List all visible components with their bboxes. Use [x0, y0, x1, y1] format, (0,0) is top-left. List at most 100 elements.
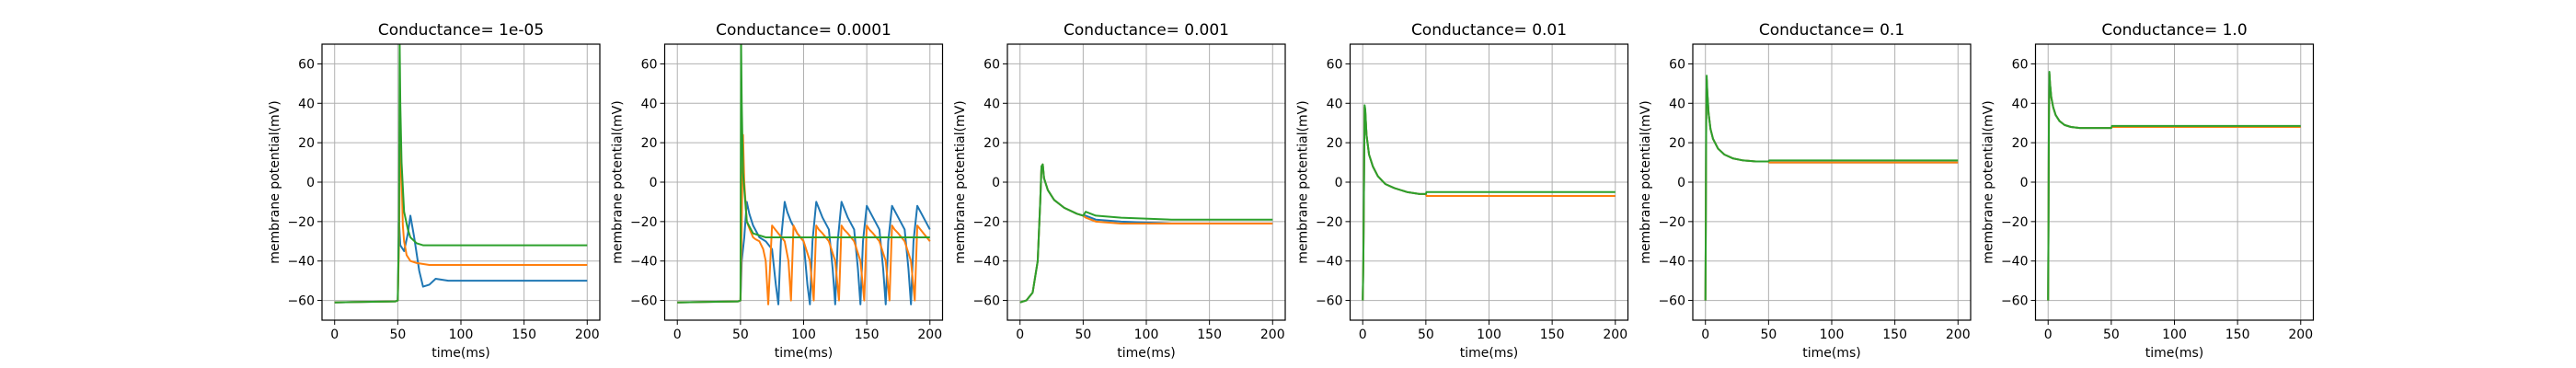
y-axis-label: membrane potential(mV) [1296, 100, 1311, 263]
x-axis-label: time(ms) [431, 346, 490, 361]
y-tick-label: 60 [298, 57, 315, 72]
subplot-6: 0 50 100 150 200 −60 −40 −20 0 20 40 60 Conductance=… [1982, 21, 2315, 361]
subplot-title: Conductance= 1e-05 [378, 21, 544, 40]
y-tick-label: 40 [1669, 97, 1685, 111]
x-tick-label: 50 [732, 328, 749, 342]
x-tick-label: 200 [1946, 328, 1971, 342]
x-tick-label: 0 [330, 328, 339, 342]
x-axis-label: time(ms) [1460, 346, 1519, 361]
y-tick-label: 20 [1327, 136, 1343, 151]
subplot-title: Conductance= 1.0 [2101, 21, 2247, 40]
subplot-5: 0 50 100 150 200 −60 −40 −20 0 20 40 60 Conductance=… [1639, 21, 1972, 361]
subplot-title: Conductance= 0.1 [1759, 21, 1904, 40]
y-tick-label: −40 [1658, 255, 1685, 270]
series-line-2 [677, 133, 931, 305]
x-axis-label: time(ms) [775, 346, 834, 361]
y-tick-label: −40 [972, 255, 1000, 270]
x-tick-label: 50 [1075, 328, 1091, 342]
y-tick-label: −20 [972, 215, 1000, 230]
x-tick-label: 50 [2103, 328, 2120, 342]
y-tick-label: 40 [641, 97, 658, 111]
series-line-3 [2047, 71, 2301, 301]
y-axis-label: membrane potential(mV) [1982, 100, 1996, 263]
x-tick-label: 0 [1701, 328, 1709, 342]
y-tick-label: 60 [2012, 57, 2029, 72]
x-tick-label: 100 [1820, 328, 1845, 342]
y-tick-label: 60 [983, 57, 1000, 72]
y-tick-label: −60 [1658, 294, 1685, 309]
y-tick-label: 0 [1677, 176, 1685, 190]
y-tick-label: 40 [1327, 97, 1343, 111]
y-tick-label: 40 [2012, 97, 2029, 111]
series-line-3 [1704, 75, 1959, 301]
y-tick-label: 60 [641, 57, 658, 72]
series-line-3 [677, 44, 930, 304]
subplot-2: 0 50 100 150 200 −60 −40 −20 0 20 40 60 Conductance=… [611, 21, 944, 361]
y-tick-label: −20 [1658, 215, 1685, 230]
x-tick-label: 100 [1134, 328, 1159, 342]
y-tick-label: 20 [298, 136, 315, 151]
x-tick-label: 200 [2288, 328, 2313, 342]
y-tick-label: 60 [1669, 57, 1685, 72]
y-tick-label: −60 [1316, 294, 1343, 309]
y-tick-label: −60 [630, 294, 658, 309]
y-axis-label: membrane potential(mV) [611, 100, 626, 263]
y-tick-label: −20 [630, 215, 658, 230]
x-tick-label: 50 [1760, 328, 1777, 342]
x-tick-label: 100 [449, 328, 474, 342]
x-tick-label: 200 [1603, 328, 1627, 342]
y-tick-label: −40 [2001, 255, 2029, 270]
x-tick-label: 50 [1418, 328, 1434, 342]
y-tick-label: −20 [287, 215, 315, 230]
x-tick-label: 0 [1016, 328, 1024, 342]
series-line-3 [1362, 104, 1616, 301]
subplot-3: 0 50 100 150 200 −60 −40 −20 0 20 40 60 Conductance=… [953, 21, 1286, 361]
series-line-3 [334, 44, 588, 304]
y-tick-label: −60 [2001, 294, 2029, 309]
series-line-3 [1019, 163, 1273, 304]
y-tick-label: 0 [306, 176, 315, 190]
y-tick-label: 0 [650, 176, 658, 190]
y-tick-label: 0 [1335, 176, 1343, 190]
y-tick-label: 20 [641, 136, 658, 151]
y-tick-label: −20 [1316, 215, 1343, 230]
x-tick-label: 0 [2044, 328, 2053, 342]
y-tick-label: −40 [630, 255, 658, 270]
y-axis-label: membrane potential(mV) [268, 100, 282, 263]
x-tick-label: 0 [1359, 328, 1367, 342]
y-tick-label: 60 [1327, 57, 1343, 72]
x-tick-label: 150 [512, 328, 536, 342]
x-tick-label: 200 [1260, 328, 1285, 342]
x-tick-label: 0 [673, 328, 682, 342]
x-tick-label: 150 [1540, 328, 1565, 342]
x-tick-label: 150 [855, 328, 880, 342]
y-axis-label: membrane potential(mV) [953, 100, 968, 263]
subplot-title: Conductance= 0.0001 [716, 21, 891, 40]
x-tick-label: 200 [917, 328, 942, 342]
y-tick-label: −60 [972, 294, 1000, 309]
x-tick-label: 100 [1477, 328, 1501, 342]
y-tick-label: −40 [287, 255, 315, 270]
subplot-1: 0 50 100 150 200 −60 −40 −20 0 20 40 60 Conductance=… [268, 21, 601, 361]
series-line-1 [677, 201, 931, 305]
x-tick-label: 50 [389, 328, 406, 342]
y-tick-label: −20 [2001, 215, 2029, 230]
x-tick-label: 150 [1882, 328, 1907, 342]
y-tick-label: 40 [983, 97, 1000, 111]
x-tick-label: 100 [791, 328, 816, 342]
y-axis-label: membrane potential(mV) [1639, 100, 1653, 263]
y-tick-label: 0 [992, 176, 1000, 190]
y-tick-label: 20 [983, 136, 1000, 151]
x-tick-label: 200 [575, 328, 600, 342]
y-tick-label: 0 [2020, 176, 2029, 190]
x-tick-label: 100 [2162, 328, 2187, 342]
x-tick-label: 150 [2225, 328, 2250, 342]
y-tick-label: −40 [1316, 255, 1343, 270]
subplot-title: Conductance= 0.01 [1411, 21, 1567, 40]
y-tick-label: −60 [287, 294, 315, 309]
y-tick-label: 20 [1669, 136, 1685, 151]
x-axis-label: time(ms) [1117, 346, 1176, 361]
subplot-4: 0 50 100 150 200 −60 −40 −20 0 20 40 60 Conductance=… [1296, 21, 1629, 361]
x-tick-label: 150 [1197, 328, 1222, 342]
